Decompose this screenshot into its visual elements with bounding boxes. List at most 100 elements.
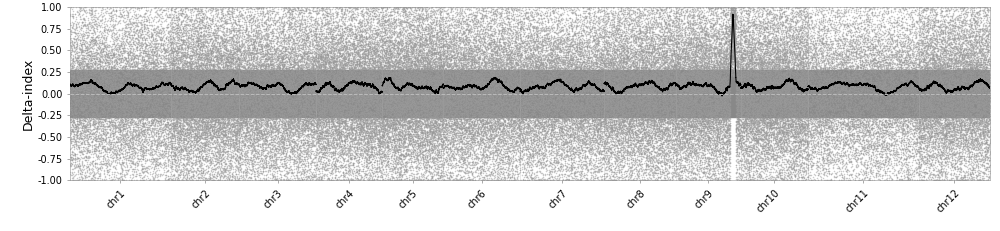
Point	[391, 70, 407, 73]
Point	[769, 162, 785, 166]
Point	[389, 115, 405, 119]
Point	[480, 67, 496, 71]
Point	[274, 68, 290, 72]
Point	[386, 20, 402, 24]
Point	[944, 81, 960, 85]
Point	[623, 118, 639, 122]
Point	[847, 111, 863, 114]
Point	[258, 143, 274, 146]
Point	[202, 59, 218, 63]
Point	[456, 54, 472, 58]
Point	[911, 136, 927, 140]
Point	[210, 55, 226, 59]
Point	[821, 18, 837, 22]
Point	[965, 124, 981, 128]
Point	[159, 102, 175, 106]
Point	[670, 41, 686, 45]
Point	[445, 39, 461, 42]
Point	[878, 54, 894, 58]
Point	[528, 14, 544, 18]
Point	[384, 168, 400, 172]
Point	[379, 95, 395, 99]
Point	[715, 62, 731, 65]
Point	[339, 84, 355, 88]
Point	[529, 32, 545, 36]
Point	[608, 56, 624, 59]
Point	[518, 161, 534, 165]
Point	[884, 76, 900, 79]
Point	[112, 63, 128, 67]
Point	[533, 122, 549, 126]
Point	[702, 124, 718, 127]
Point	[703, 82, 719, 85]
Point	[421, 28, 437, 32]
Point	[750, 60, 766, 64]
Point	[473, 61, 489, 64]
Point	[780, 82, 796, 85]
Point	[80, 59, 96, 63]
Point	[411, 136, 427, 140]
Point	[604, 86, 620, 89]
Point	[451, 156, 467, 160]
Point	[892, 9, 908, 13]
Point	[95, 99, 111, 103]
Point	[914, 87, 930, 90]
Point	[606, 143, 622, 147]
Point	[767, 46, 783, 50]
Point	[637, 110, 653, 114]
Point	[767, 153, 783, 157]
Point	[326, 56, 342, 60]
Point	[153, 140, 169, 143]
Point	[65, 86, 81, 90]
Point	[155, 116, 171, 119]
Point	[673, 55, 689, 58]
Point	[725, 72, 741, 76]
Point	[426, 125, 442, 129]
Point	[206, 31, 222, 35]
Point	[681, 79, 697, 83]
Point	[368, 51, 384, 55]
Point	[754, 69, 770, 73]
Point	[118, 57, 134, 61]
Point	[563, 79, 579, 82]
Point	[399, 113, 415, 116]
Point	[328, 59, 344, 62]
Point	[270, 90, 286, 94]
Point	[224, 138, 240, 142]
Point	[205, 5, 221, 9]
Point	[103, 58, 119, 62]
Point	[729, 149, 745, 152]
Point	[452, 103, 468, 107]
Point	[397, 82, 413, 85]
Point	[722, 160, 738, 164]
Point	[956, 123, 972, 127]
Point	[811, 63, 827, 67]
Point	[692, 73, 708, 76]
Point	[554, 86, 570, 89]
Point	[422, 103, 438, 107]
Point	[155, 42, 171, 46]
Point	[107, 72, 123, 76]
Point	[574, 33, 590, 37]
Point	[606, 153, 622, 156]
Point	[413, 119, 429, 123]
Point	[429, 19, 445, 23]
Point	[516, 85, 532, 89]
Point	[472, 83, 488, 87]
Point	[166, 59, 182, 63]
Point	[326, 140, 342, 143]
Point	[590, 117, 606, 121]
Point	[631, 112, 647, 115]
Point	[573, 46, 589, 50]
Point	[278, 114, 294, 118]
Point	[946, 134, 962, 138]
Point	[781, 82, 797, 86]
Point	[136, 124, 152, 128]
Point	[441, 28, 457, 31]
Point	[498, 97, 514, 101]
Point	[231, 76, 247, 79]
Point	[207, 146, 223, 150]
Point	[682, 124, 698, 127]
Point	[264, 27, 280, 31]
Point	[199, 52, 215, 55]
